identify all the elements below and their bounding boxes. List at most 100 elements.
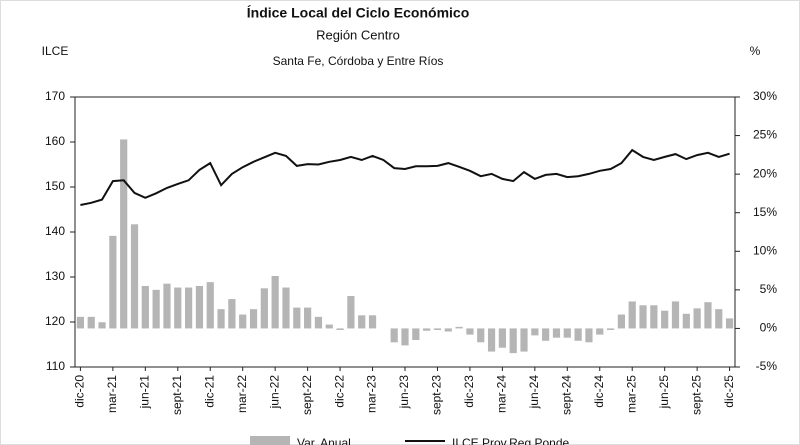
bar [368,315,377,329]
y-tick-label: 170 [45,89,65,103]
y-tick-label: 160 [45,134,65,148]
bar [314,316,323,329]
bar [617,314,625,329]
x-tick-label: dic-20 [73,375,87,408]
bar [715,309,723,329]
x-tick-label: dic-21 [202,375,216,408]
bar [336,328,344,330]
bar [304,307,312,329]
bar [195,286,204,329]
x-tick-label: dic-25 [722,375,736,408]
legend-swatch [250,436,290,445]
bar [185,287,193,329]
bar [412,328,420,340]
bar [401,328,409,346]
chart-note: Santa Fe, Córdoba y Entre Ríos [273,54,444,68]
x-tick-label: sept-21 [170,375,184,415]
x-tick-label: jun-23 [397,375,411,410]
bar [455,326,463,329]
y2-tick-label: 0% [760,321,778,335]
bar [130,224,139,329]
bar [682,313,690,329]
bar [141,286,149,329]
bar [152,289,160,329]
y-tick-label: 130 [45,269,65,283]
chart-subtitle: Región Centro [316,27,400,42]
bar [249,309,258,329]
x-tick-label: mar-23 [365,375,379,413]
bar [650,305,658,329]
x-tick-label: mar-24 [495,375,509,413]
bar [282,287,290,329]
bar [606,328,615,330]
legend-label: ILCE Prov.Reg.Ponde [452,436,570,445]
bar [693,308,701,329]
bar [542,328,550,341]
bar [109,235,117,329]
bar [639,305,647,329]
y2-tick-label: 20% [753,166,777,180]
bar [217,309,225,329]
y2-tick-label: 30% [753,89,777,103]
line [80,148,730,206]
bar [98,322,106,329]
y2-axis-label: % [750,44,761,58]
y-tick-label: 150 [45,179,65,193]
y2-tick-label: 10% [753,243,777,257]
bar [293,307,301,329]
bar [358,315,366,329]
x-tick-label: sept-22 [300,375,314,415]
bar [206,282,214,329]
legend-label: Var. Anual [297,436,351,445]
bar [87,316,95,329]
chart-title: Índice Local del Ciclo Económico [247,5,470,21]
bar [466,328,474,335]
y2-tick-label: 5% [760,282,778,296]
bar [498,328,506,348]
bar [163,283,171,329]
x-tick-label: jun-25 [657,375,671,410]
bar [433,328,442,330]
x-tick-label: jun-21 [137,375,151,410]
bar [628,301,636,329]
bar [661,310,669,329]
bar [531,328,539,336]
bar [487,328,496,352]
bar [347,296,355,329]
bar [444,328,452,332]
x-tick-label: sept-25 [689,375,703,415]
bar [423,328,431,331]
bar [390,328,398,343]
bar [76,316,85,329]
y-axis-label: ILCE [42,44,69,58]
bar [271,275,279,329]
bar [585,328,593,343]
x-tick-label: mar-21 [105,375,119,413]
bar [520,328,528,352]
bar [477,328,485,343]
x-tick-label: sept-24 [559,375,573,415]
bar [704,302,712,329]
bar [260,288,268,329]
x-tick-label: sept-23 [430,375,444,415]
bar [509,328,517,354]
y-tick-label: 140 [45,224,65,238]
y2-tick-label: -5% [756,359,778,373]
y-tick-label: 110 [46,359,65,373]
x-tick-label: jun-24 [527,375,541,410]
bar [228,299,236,329]
x-tick-label: mar-22 [235,375,249,413]
bar [552,328,561,338]
y-tick-label: 120 [45,314,65,328]
x-tick-label: mar-25 [624,375,638,413]
x-tick-label: jun-22 [267,375,281,410]
x-tick-label: dic-24 [592,375,606,408]
bar [325,324,333,329]
x-tick-label: dic-22 [332,375,346,408]
bar [174,287,182,329]
bar [725,318,734,329]
y2-tick-label: 25% [753,128,777,142]
bar [671,301,680,329]
